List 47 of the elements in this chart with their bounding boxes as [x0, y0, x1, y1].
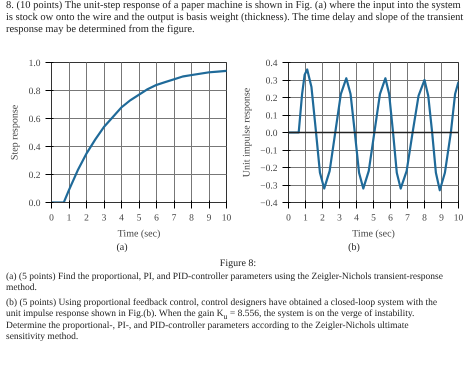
x-tick-label: 7: [405, 214, 410, 224]
x-tick-label: 6: [154, 214, 160, 224]
x-axis-title: Time (sec): [352, 228, 395, 240]
y-tick-label: 0.0: [28, 199, 41, 209]
text: (b): [348, 242, 360, 254]
y-axis-title: Unit impulse response: [241, 87, 252, 178]
y-tick-label: 0.6: [28, 115, 41, 125]
x-tick-label: 1: [66, 214, 72, 224]
y-tick-label: 0.4: [28, 143, 41, 153]
x-tick-label: 7: [172, 214, 177, 224]
x-tick-label: 0: [286, 214, 292, 224]
y-tick-label: 1.0: [28, 59, 41, 69]
text: (a): [116, 242, 128, 254]
y-tick-label: −0.3: [260, 182, 278, 192]
x-tick-label: 3: [102, 214, 107, 224]
x-tick-label: 6: [388, 214, 394, 224]
y-tick-label: 0.2: [28, 171, 41, 181]
x-tick-label: 9: [206, 214, 212, 224]
y-tick-label: 0.0: [266, 129, 278, 139]
y-tick-label: −0.2: [260, 164, 278, 174]
y-tick-label: 0.4: [266, 59, 278, 69]
x-tick-label: 10: [454, 214, 464, 224]
x-tick-label: 4: [119, 214, 124, 224]
text: (a) (5 points) Find the proportional, PI, and PID-controller parameters using the Zeigler-Nichols transient-response method.: [6, 272, 444, 294]
x-tick-label: 8: [422, 214, 428, 224]
y-axis-title: Step response: [10, 104, 21, 160]
y-tick-label: −0.4: [260, 199, 278, 209]
x-tick-label: 10: [222, 214, 232, 224]
x-tick-label: 4: [354, 214, 360, 224]
y-tick-label: 0.1: [266, 112, 278, 122]
text: (b) (5 points) Using proportional feedback control, control designers have obtained a closed-loop system with the unit impulse response shown in Fig.(b). When the gain K$_{u}$ = 8.556, the system is on the verge of instability. Determine the proportional-, PI-, and PID-controller parameters according to the Zeigler-Nichols ultimate sensitivity method.: [6, 298, 438, 343]
x-tick-label: 9: [439, 214, 444, 224]
text: 8. (10 points) The unit-step response of a paper machine is shown in Fig. (a) where the input into the system is stock ow onto the wire and the output is basis weight (thickness). The time delay and slope of the transient response may be determined from the figure.: [6, 0, 464, 36]
caption: Figure 8:: [220, 258, 256, 270]
x-tick-label: 1: [303, 214, 308, 224]
x-axis-title: Time (sec): [118, 228, 160, 240]
x-tick-label: 2: [320, 214, 326, 224]
x-tick-label: 8: [189, 214, 194, 224]
y-tick-label: 0.2: [266, 94, 278, 104]
y-tick-label: −0.1: [260, 146, 278, 156]
x-tick-label: 0: [49, 214, 54, 224]
y-tick-label: 0.3: [266, 76, 278, 86]
x-tick-label: 5: [371, 214, 376, 224]
x-tick-label: 5: [136, 214, 142, 224]
x-tick-label: 2: [84, 214, 90, 224]
x-tick-label: 3: [337, 214, 342, 224]
y-tick-label: 0.8: [28, 87, 41, 97]
